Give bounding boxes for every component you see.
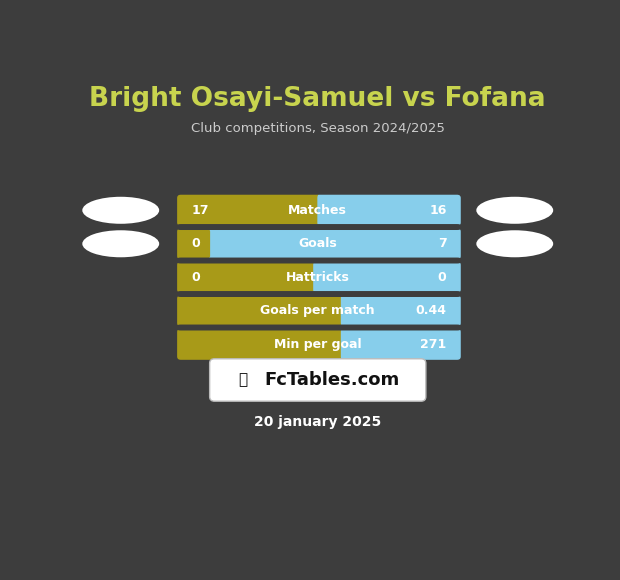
Text: 7: 7 bbox=[438, 237, 446, 251]
Text: 0: 0 bbox=[438, 271, 446, 284]
FancyBboxPatch shape bbox=[175, 260, 463, 295]
Text: 0.44: 0.44 bbox=[415, 304, 446, 317]
Ellipse shape bbox=[82, 230, 159, 258]
FancyBboxPatch shape bbox=[175, 327, 463, 362]
Text: FcTables.com: FcTables.com bbox=[265, 371, 400, 389]
Text: 📈: 📈 bbox=[239, 372, 248, 387]
Ellipse shape bbox=[476, 230, 553, 258]
Text: Bright Osayi-Samuel vs Fofana: Bright Osayi-Samuel vs Fofana bbox=[89, 86, 546, 111]
Text: Club competitions, Season 2024/2025: Club competitions, Season 2024/2025 bbox=[191, 122, 445, 135]
FancyBboxPatch shape bbox=[175, 193, 463, 228]
Text: 16: 16 bbox=[429, 204, 446, 217]
Ellipse shape bbox=[82, 197, 159, 224]
FancyBboxPatch shape bbox=[175, 293, 463, 328]
Text: 0: 0 bbox=[192, 271, 200, 284]
Text: Hattricks: Hattricks bbox=[286, 271, 350, 284]
Text: 20 january 2025: 20 january 2025 bbox=[254, 415, 381, 429]
FancyBboxPatch shape bbox=[317, 193, 463, 228]
Text: Matches: Matches bbox=[288, 204, 347, 217]
FancyBboxPatch shape bbox=[341, 327, 463, 362]
FancyBboxPatch shape bbox=[210, 359, 426, 401]
Text: 17: 17 bbox=[192, 204, 209, 217]
Text: Goals per match: Goals per match bbox=[260, 304, 375, 317]
Text: 0: 0 bbox=[192, 237, 200, 251]
FancyBboxPatch shape bbox=[179, 229, 210, 258]
Text: Goals: Goals bbox=[298, 237, 337, 251]
FancyBboxPatch shape bbox=[197, 226, 463, 262]
Text: Min per goal: Min per goal bbox=[274, 338, 361, 351]
FancyBboxPatch shape bbox=[313, 260, 463, 295]
Ellipse shape bbox=[476, 197, 553, 224]
FancyBboxPatch shape bbox=[175, 226, 463, 262]
Text: 271: 271 bbox=[420, 338, 446, 351]
FancyBboxPatch shape bbox=[341, 293, 463, 328]
